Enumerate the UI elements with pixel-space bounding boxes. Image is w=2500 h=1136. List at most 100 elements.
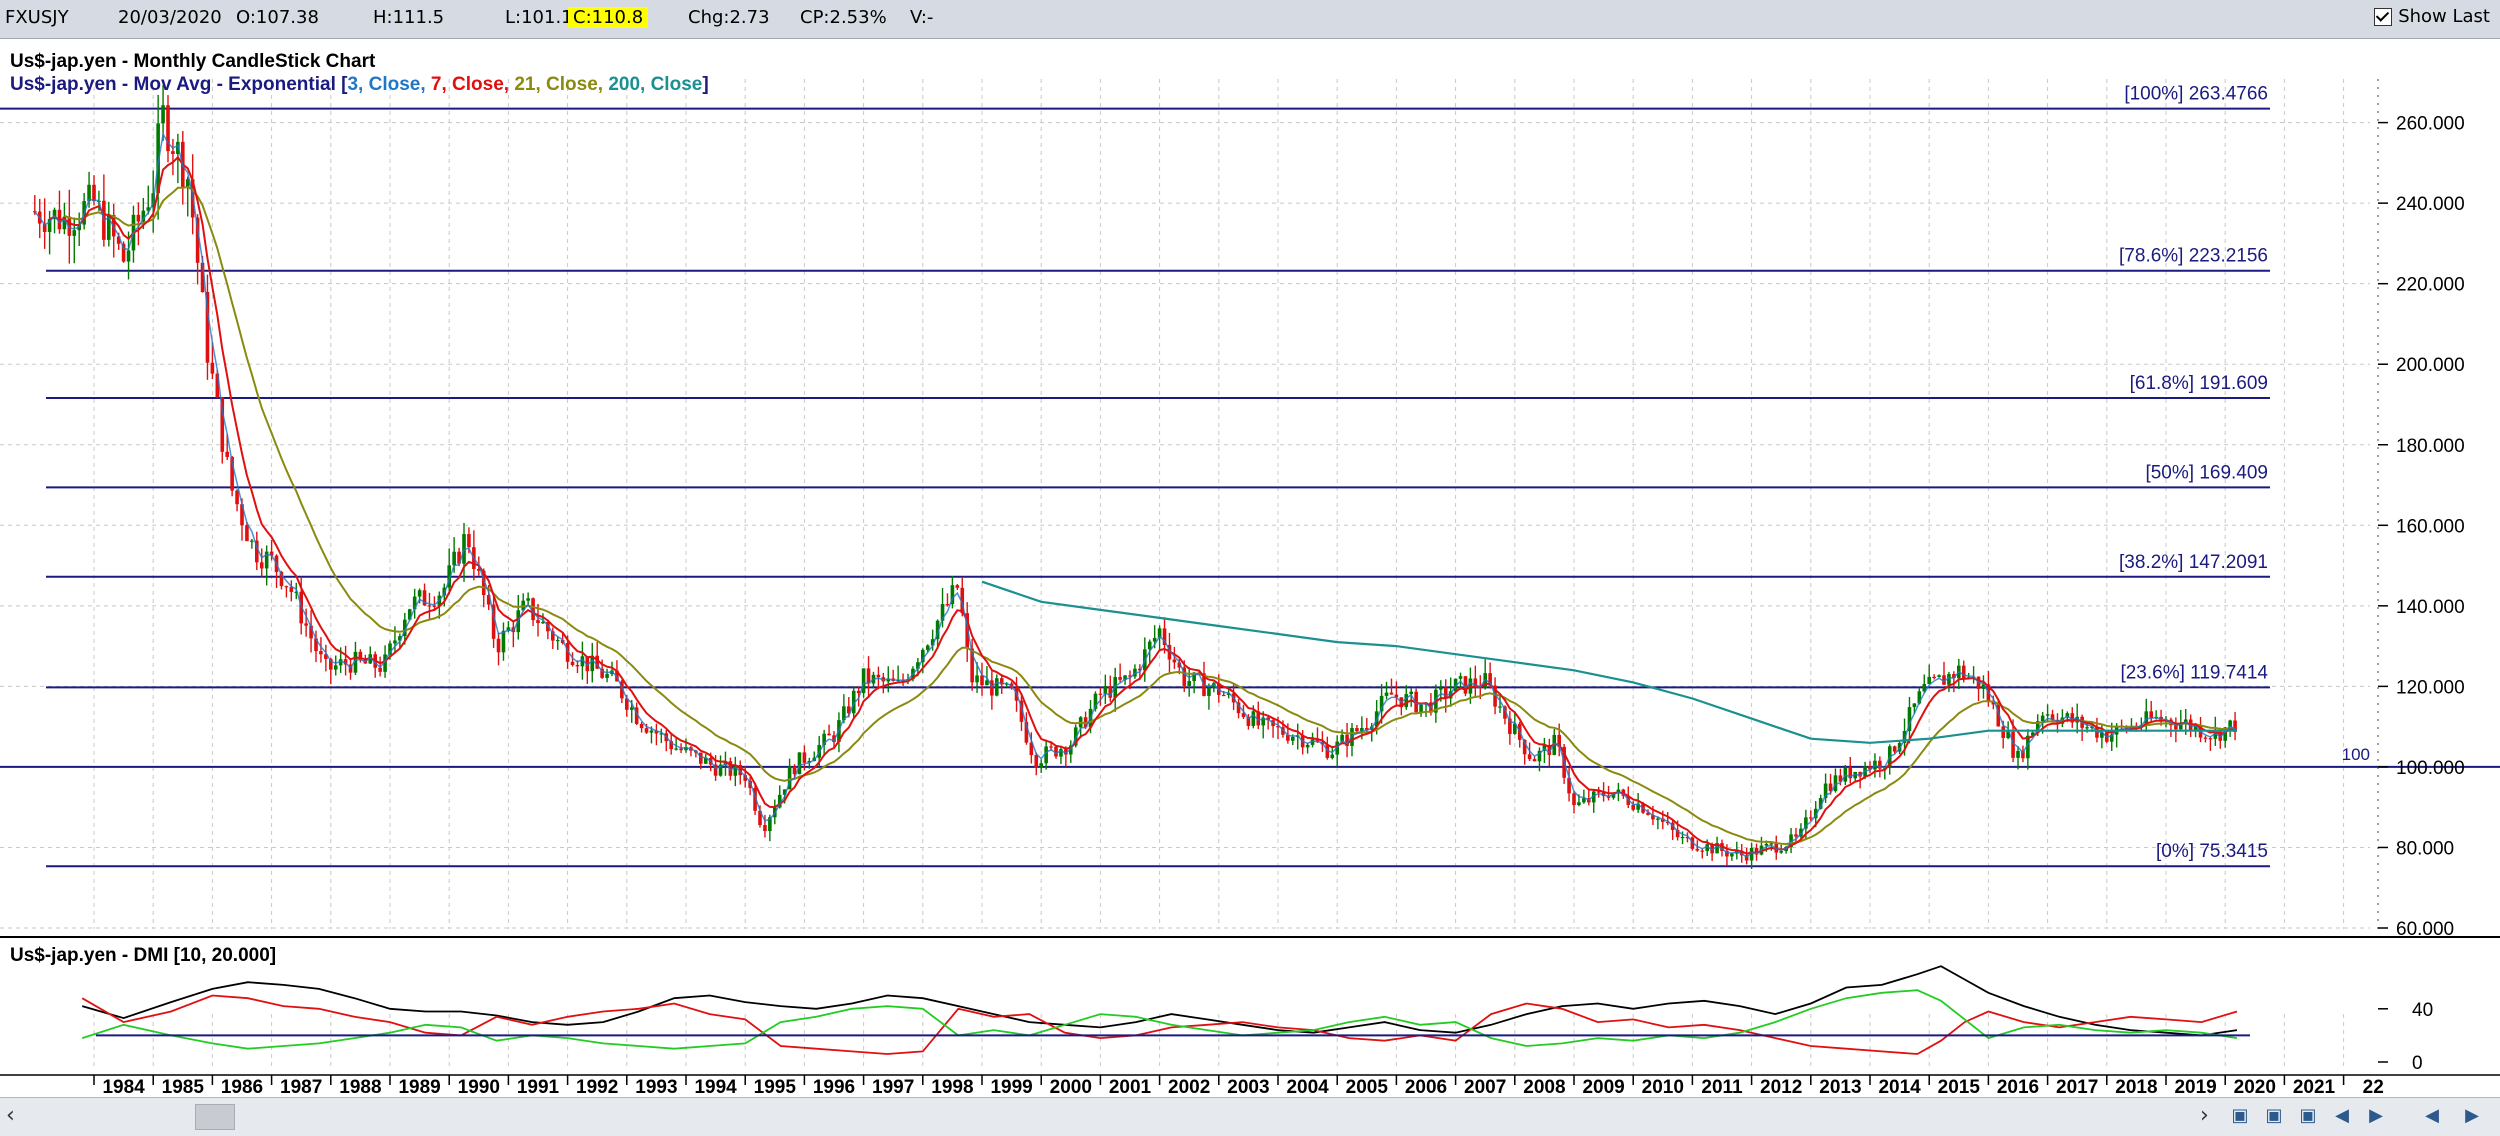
- show-last-checkbox[interactable]: Show Last: [2374, 6, 2490, 27]
- change-pct-value: CP:2.53%: [800, 7, 887, 28]
- candle-body: [210, 362, 215, 374]
- candle-body: [1152, 637, 1157, 642]
- year-tick-label: 2009: [1582, 1077, 1624, 1097]
- candle-body: [827, 733, 831, 736]
- candle-body: [1680, 836, 1685, 839]
- candle-body: [856, 690, 861, 694]
- time-axis: 1984 1985 1986 1987 1988 1989 1990 1991 1992 1993…: [93, 1075, 2384, 1097]
- scroll-right-icon[interactable]: ›: [2200, 1103, 2209, 1128]
- candle-body: [965, 613, 969, 649]
- candle-body: [1527, 754, 1532, 760]
- candle-body: [2208, 738, 2213, 740]
- next-icon[interactable]: ▶: [2465, 1105, 2479, 1126]
- candle-body: [2233, 720, 2237, 733]
- candle-body: [1315, 739, 1320, 742]
- candle-body: [585, 656, 590, 672]
- candle-body: [620, 681, 624, 699]
- ma-legend-ema21: 21, Close,: [514, 74, 608, 95]
- candle-body: [116, 236, 121, 244]
- candle-body: [733, 765, 738, 776]
- candle-body: [1226, 693, 1231, 695]
- price-tick-label: 120.000: [2396, 677, 2465, 698]
- candle-body: [506, 627, 511, 631]
- candle-body: [555, 639, 560, 642]
- scroll-left-icon[interactable]: ‹: [6, 1103, 15, 1128]
- candle-body: [215, 373, 220, 398]
- ma-legend: Us$-jap.yen - Mov Avg - Exponential [3, …: [10, 74, 709, 95]
- year-tick-label: 2007: [1464, 1077, 1506, 1097]
- candle-body: [985, 680, 989, 686]
- candle-body: [777, 794, 782, 808]
- year-tick-label: 1984: [102, 1077, 145, 1097]
- candle-body: [970, 648, 974, 683]
- candle-body: [2001, 726, 2005, 738]
- chart-title: Us$-jap.yen - Monthly CandleStick Chart: [10, 51, 376, 72]
- candle-body: [703, 758, 708, 764]
- zoom-fit-icon[interactable]: ▣: [2299, 1105, 2317, 1126]
- candle-body: [1567, 777, 1571, 794]
- candle-body: [2179, 723, 2183, 730]
- checkbox-check-icon: [2374, 7, 2393, 26]
- candle-body: [605, 674, 609, 678]
- candle-body: [2218, 729, 2223, 741]
- candle-body: [940, 604, 945, 621]
- candle-body: [1034, 755, 1039, 768]
- scrollbar[interactable]: ‹ › ▣ ▣ ▣ ◀ ▶ ◀ ▶: [0, 1097, 2500, 1136]
- candle-body: [1749, 848, 1754, 861]
- candle-body: [1355, 728, 1359, 732]
- candle-body: [1601, 791, 1606, 797]
- dmi-title: Us$-jap.yen - DMI [10, 20.000]: [10, 945, 276, 966]
- candle-body: [319, 651, 323, 655]
- chart-area[interactable]: [100%] 263.4766 [78.6%] 223.2156 [61.8%] 1…: [0, 39, 2500, 1097]
- candle-body: [768, 817, 772, 832]
- candle-body: [447, 565, 451, 588]
- candle-body: [1991, 701, 1996, 705]
- candle-body: [1572, 793, 1576, 806]
- candle-body: [1981, 684, 1986, 689]
- candle-body: [1725, 850, 1729, 857]
- candle-body: [743, 775, 747, 781]
- price-tick-label: 100.000: [2396, 758, 2465, 779]
- quote-toolbar: FXUSJY 20/03/2020 O:107.38 H:111.5 L:101…: [0, 0, 2500, 39]
- candle-body: [763, 825, 767, 832]
- candle-body: [866, 668, 871, 684]
- price-tick-label: 140.000: [2396, 597, 2465, 618]
- candle-body: [748, 780, 752, 788]
- zoom-out-icon[interactable]: ▣: [2265, 1105, 2283, 1126]
- scroll-thumb[interactable]: [195, 1104, 235, 1130]
- dmi-tick-label: 40: [2412, 1000, 2433, 1021]
- candle-body: [2109, 734, 2114, 742]
- candle-body: [250, 540, 254, 542]
- candle-body: [2016, 750, 2020, 758]
- candle-body: [195, 217, 200, 263]
- candle-body: [1493, 685, 1497, 707]
- first-page-icon[interactable]: ◀: [2335, 1105, 2349, 1126]
- candle-body: [309, 625, 313, 639]
- candle-body: [1404, 694, 1409, 708]
- candle-body: [1147, 641, 1152, 650]
- candle-body: [1305, 744, 1310, 748]
- candle-body: [960, 587, 965, 614]
- last-page-icon[interactable]: ▶: [2369, 1105, 2383, 1126]
- candle-body: [1656, 818, 1660, 820]
- year-tick-label: 1997: [872, 1077, 914, 1097]
- candle-body: [1118, 677, 1122, 680]
- candle-body: [1128, 675, 1132, 677]
- candle-body: [403, 619, 407, 637]
- candle-body: [654, 730, 659, 734]
- candle-body: [1251, 711, 1256, 726]
- prev-icon[interactable]: ◀: [2425, 1105, 2439, 1126]
- candle-body: [1054, 746, 1058, 757]
- candle-body: [1291, 736, 1295, 741]
- candle-body: [1591, 791, 1596, 803]
- candle-body: [1453, 678, 1458, 692]
- candle-body: [575, 665, 580, 667]
- year-tick-label: 2006: [1405, 1077, 1447, 1097]
- zoom-in-icon[interactable]: ▣: [2231, 1105, 2249, 1126]
- candle-body: [753, 787, 757, 811]
- candle-body: [847, 706, 851, 714]
- candle-body: [1547, 744, 1552, 755]
- candle-body: [185, 179, 190, 187]
- fibonacci-levels: [100%] 263.4766 [78.6%] 223.2156 [61.8%] 1…: [0, 84, 2500, 868]
- candle-body: [1019, 700, 1024, 722]
